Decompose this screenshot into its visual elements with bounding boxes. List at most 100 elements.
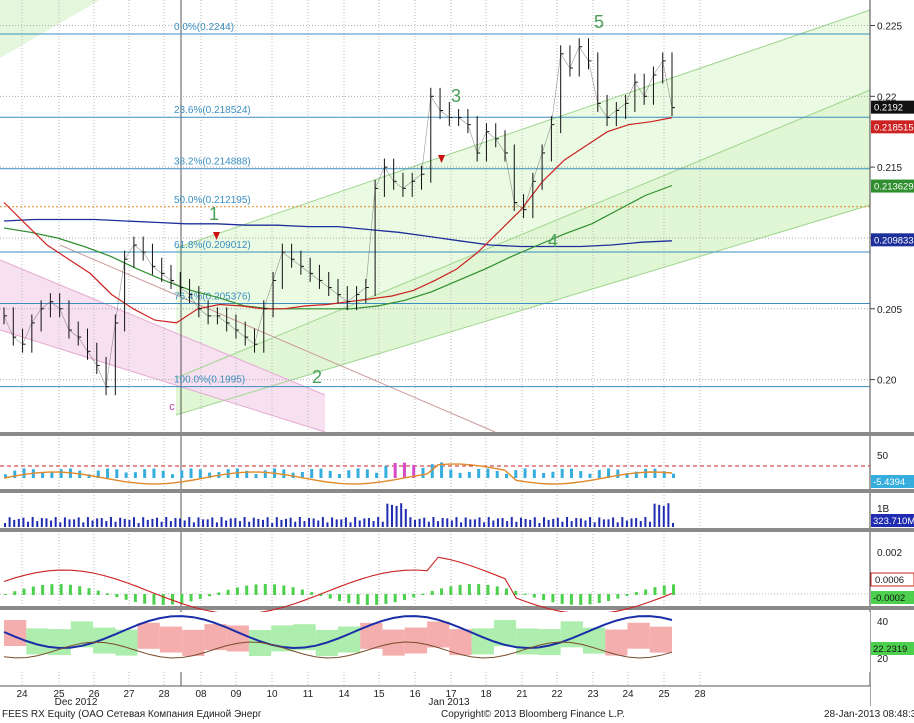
macd-histogram-bar xyxy=(467,584,471,595)
macd-histogram-bar xyxy=(133,594,137,603)
oscillator-bar xyxy=(282,469,286,478)
oscillator-bar xyxy=(41,472,45,478)
oscillator-area xyxy=(26,628,49,655)
macd-histogram-bar xyxy=(449,586,453,595)
oscillator-area xyxy=(93,627,116,654)
macd-histogram-bar xyxy=(106,593,110,595)
volume-bar xyxy=(635,518,638,527)
volume-bar xyxy=(271,522,274,527)
oscillator-bar xyxy=(328,470,332,478)
volume-bar xyxy=(192,522,195,527)
price-axis: 0.2250.220.2150.210.2050.200.21920.21851… xyxy=(870,21,914,387)
volume-bar xyxy=(566,517,569,527)
oscillator-area xyxy=(159,626,183,653)
volume-bar xyxy=(8,517,11,527)
wave-label: c xyxy=(169,401,175,413)
ma-long-line xyxy=(3,218,673,248)
volume-bar xyxy=(501,518,504,527)
volume-bar xyxy=(524,518,527,527)
macd-histogram-bar xyxy=(579,594,583,605)
volume-bar xyxy=(73,519,76,527)
oscillator-area xyxy=(582,627,606,654)
oscillator-bar xyxy=(653,468,657,478)
volume-bar xyxy=(91,520,94,527)
volume-bar xyxy=(519,517,522,527)
oscillator-bar xyxy=(4,474,7,478)
volume-bar xyxy=(202,519,205,527)
sell-signal-icon xyxy=(438,155,445,163)
macd-histogram-bar xyxy=(198,594,202,599)
oscillator-bar xyxy=(133,472,137,478)
macd-histogram-bar xyxy=(421,593,425,595)
price-tick-label: 0.20 xyxy=(877,376,897,387)
last-value-tag xyxy=(870,572,914,587)
macd-histogram-bar xyxy=(662,585,666,595)
macd-histogram-bar xyxy=(458,584,462,595)
volume-bar xyxy=(340,519,343,527)
uptrend-channel xyxy=(176,90,870,415)
uptrend-channel-upper xyxy=(176,10,870,378)
volume-bar xyxy=(132,517,135,527)
oscillator-area xyxy=(137,622,160,649)
volume-bar xyxy=(607,519,610,527)
volume-bar xyxy=(243,517,246,527)
date-tick-label: 27 xyxy=(123,689,135,700)
oscillator-panel-1: 50 -5.4394 xyxy=(0,451,914,488)
volume-bar xyxy=(165,517,168,527)
last-value-label: 323.710M xyxy=(873,516,914,527)
wave-label: 2 xyxy=(312,367,322,387)
fib-label: 38.2%(0.214888) xyxy=(174,157,251,168)
macd-histogram-bar xyxy=(393,594,397,603)
date-tick-label: 24 xyxy=(16,689,28,700)
date-tick-label: 16 xyxy=(409,689,421,700)
oscillator-bar xyxy=(440,462,444,478)
volume-bar xyxy=(238,521,241,527)
date-tick-label: 17 xyxy=(445,689,457,700)
volume-bar xyxy=(146,519,149,527)
macd-histogram-bar xyxy=(171,594,174,605)
oscillator-bar xyxy=(171,474,174,478)
fibonacci-levels: 0.0%(0.2244) 23.6%(0.218524) 38.2%(0.21488… xyxy=(0,22,870,388)
macd-histogram-bar xyxy=(180,594,184,604)
oscillator-bar xyxy=(245,470,249,478)
volume-bar xyxy=(515,521,518,527)
volume-bar xyxy=(644,517,647,527)
volume-bar xyxy=(381,521,384,527)
macd-histogram-bar xyxy=(523,593,527,595)
date-tick-label: 24 xyxy=(622,689,634,700)
volume-bar xyxy=(17,518,20,527)
macd-histogram-bar xyxy=(486,584,490,595)
macd-histogram-bar xyxy=(152,594,156,605)
macd-histogram-bar xyxy=(319,594,323,596)
volume-bar xyxy=(13,519,16,527)
volume-bar xyxy=(266,517,269,527)
volume-bar xyxy=(151,518,154,527)
timestamp-text: 28-Jan-2013 08:48:32 xyxy=(824,709,914,720)
volume-bar xyxy=(589,517,592,527)
oscillator-bar xyxy=(338,473,341,478)
macd-histogram-bar xyxy=(22,588,26,595)
volume-bar xyxy=(598,517,601,527)
volume-bar xyxy=(662,505,665,527)
price-chart: 0.0%(0.2244) 23.6%(0.218524) 38.2%(0.21488… xyxy=(0,0,914,708)
oscillator-bar xyxy=(597,470,601,478)
oscillator-bar xyxy=(625,473,629,478)
oscillator-bar xyxy=(375,472,379,478)
macd-histogram-bar xyxy=(607,594,611,602)
volume-bar xyxy=(303,521,306,527)
oscillator-bar xyxy=(542,472,546,478)
volume-bar xyxy=(616,522,619,527)
volume-bar xyxy=(183,520,186,527)
oscillator-bar xyxy=(458,472,462,478)
macd-histogram-bar xyxy=(384,594,388,604)
oscillator-tick-label: 50 xyxy=(877,451,889,462)
copyright-text: Copyright© 2013 Bloomberg Finance L.P. xyxy=(441,709,625,720)
volume-bar xyxy=(464,517,467,527)
oscillator-bar xyxy=(161,470,165,478)
date-tick-label: 22 xyxy=(551,689,563,700)
macd-histogram-bar xyxy=(68,584,72,595)
volume-bar xyxy=(40,518,43,527)
